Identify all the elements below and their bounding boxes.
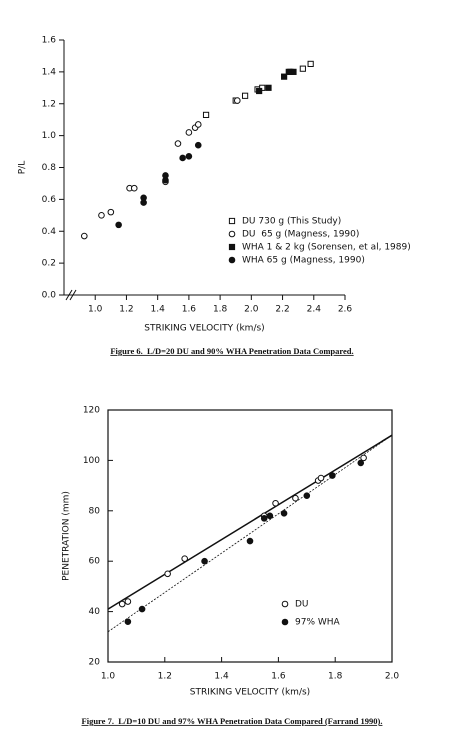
- legend-label: 97% WHA: [295, 618, 341, 628]
- data-point: [256, 87, 263, 95]
- data-point: [162, 176, 169, 184]
- legend-marker: [228, 217, 236, 225]
- legend-marker: [281, 600, 289, 608]
- data-point: [272, 499, 279, 507]
- data-point: [280, 510, 288, 517]
- y-tick-label: 80: [89, 506, 101, 516]
- y-tick-label: 1.6: [42, 36, 57, 46]
- x-tick-label: 1.0: [101, 672, 116, 682]
- y-tick-label: 20: [89, 658, 101, 668]
- y-tick-label: 60: [89, 557, 101, 567]
- data-point: [98, 212, 105, 219]
- y-tick-label: 100: [83, 456, 100, 466]
- x-tick-label: 2.0: [385, 672, 400, 682]
- legend-marker: [281, 618, 289, 626]
- y-tick-label: 0.8: [42, 163, 57, 173]
- data-point: [266, 512, 274, 520]
- y-tick-label: 0.2: [42, 259, 56, 269]
- data-point: [140, 199, 147, 206]
- legend-label: WHA 1 & 2 kg (Sorensen, et al, 1989): [242, 243, 411, 253]
- data-point: [299, 65, 306, 72]
- x-tick-label: 1.0: [88, 305, 103, 315]
- x-tick-label: 1.8: [213, 305, 228, 315]
- figure-caption: Figure 7. L/D=10 DU and 97% WHA Penetrat…: [82, 716, 383, 726]
- data-point: [233, 97, 241, 104]
- data-point: [115, 221, 122, 229]
- trend-line: [107, 434, 393, 610]
- x-axis-label: STRIKING VELOCITY (km/s): [190, 688, 310, 698]
- x-axis-label: STRIKING VELOCITY (km/s): [144, 324, 264, 334]
- y-tick-label: 0.6: [42, 195, 57, 205]
- x-tick-label: 1.6: [182, 305, 197, 315]
- legend-label: DU 65 g (Magness, 1990): [242, 230, 359, 240]
- x-tick-label: 1.4: [151, 305, 166, 315]
- legend-marker: [228, 243, 236, 251]
- data-point: [138, 605, 146, 613]
- y-tick-label: 120: [83, 406, 100, 416]
- data-point: [360, 454, 367, 462]
- y-tick-label: 0.0: [42, 291, 57, 301]
- x-tick-label: 2.4: [307, 305, 322, 315]
- data-point: [118, 600, 126, 608]
- data-point: [201, 557, 208, 565]
- legend-label: WHA 65 g (Magness, 1990): [242, 256, 365, 266]
- data-point: [246, 537, 254, 545]
- trend-line: [107, 434, 393, 633]
- y-tick-label: 1.2: [42, 99, 56, 109]
- data-point: [259, 84, 266, 91]
- data-point: [265, 84, 272, 91]
- data-point: [185, 153, 193, 160]
- data-point: [241, 92, 249, 99]
- data-point: [260, 515, 268, 522]
- data-point: [303, 492, 311, 499]
- axis-break: [69, 289, 77, 301]
- y-axis-label: P/L: [18, 161, 28, 174]
- data-point: [107, 208, 115, 216]
- data-point: [124, 618, 132, 625]
- data-point: [281, 73, 288, 80]
- data-point: [179, 154, 186, 162]
- legend-label: DU 730 g (This Study): [242, 217, 341, 227]
- y-tick-label: 1.0: [42, 131, 57, 141]
- x-tick-label: 2.0: [244, 305, 259, 315]
- legend-marker: [228, 256, 236, 264]
- data-point: [290, 68, 297, 75]
- plot-frame: [107, 409, 393, 663]
- data-point: [292, 494, 299, 502]
- x-tick-label: 1.2: [119, 305, 133, 315]
- data-point: [194, 141, 202, 149]
- data-point: [202, 111, 210, 119]
- y-tick-label: 0.4: [42, 227, 57, 237]
- data-point: [194, 121, 202, 128]
- data-point: [181, 555, 188, 562]
- axis-break: [65, 289, 73, 301]
- data-point: [164, 570, 171, 578]
- y-axis-label: PENETRATION (mm): [62, 491, 72, 581]
- x-tick-label: 2.6: [338, 305, 353, 315]
- data-point: [80, 232, 88, 240]
- data-point: [317, 474, 325, 482]
- y-tick-label: 1.4: [42, 67, 57, 77]
- x-tick-label: 1.8: [328, 672, 343, 682]
- x-tick-label: 1.2: [158, 672, 172, 682]
- data-point: [357, 459, 365, 467]
- data-point: [307, 60, 314, 68]
- data-point: [185, 129, 193, 136]
- legend-marker: [228, 230, 236, 238]
- legend-label: DU: [295, 600, 309, 610]
- data-point: [124, 598, 132, 605]
- data-point: [130, 184, 138, 192]
- y-tick-label: 40: [89, 607, 101, 617]
- x-tick-label: 1.4: [214, 672, 229, 682]
- figure-caption: Figure 6. L/D=20 DU and 90% WHA Penetrat…: [110, 346, 353, 356]
- x-tick-label: 2.2: [275, 305, 289, 315]
- data-point: [174, 140, 182, 147]
- x-tick-label: 1.6: [271, 672, 286, 682]
- data-point: [329, 472, 336, 479]
